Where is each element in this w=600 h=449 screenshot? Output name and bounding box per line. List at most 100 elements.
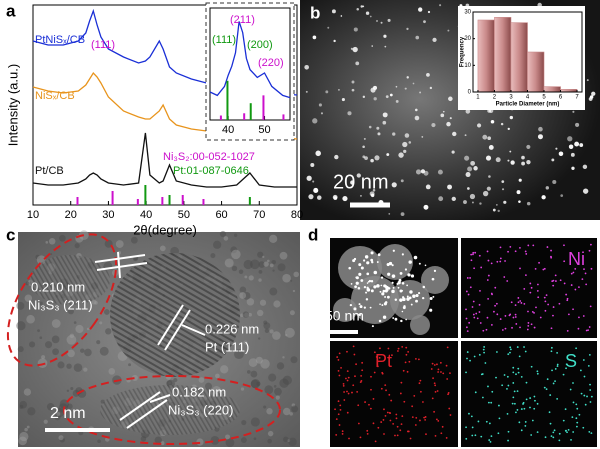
particle xyxy=(325,90,329,94)
element-label: Pt xyxy=(375,351,392,371)
map-dot xyxy=(466,330,469,333)
map-dot xyxy=(582,359,585,361)
map-dot xyxy=(335,418,338,421)
particle xyxy=(363,285,367,289)
map-dot xyxy=(401,346,404,348)
particle xyxy=(465,109,471,114)
y-tick-label: 20 xyxy=(464,36,471,42)
map-dot xyxy=(504,315,507,317)
scale-bar-label: 2 nm xyxy=(50,405,86,422)
y-tick-label: 30 xyxy=(464,10,471,16)
x-tick-label: 1 xyxy=(476,95,480,101)
particle xyxy=(545,186,549,190)
map-dot xyxy=(440,432,443,435)
speckle xyxy=(43,419,48,424)
map-dot xyxy=(588,353,591,356)
x-tick-label: 80 xyxy=(291,209,303,221)
map-dot xyxy=(563,260,566,263)
particle xyxy=(401,253,404,256)
speckle xyxy=(173,378,178,383)
speckle xyxy=(250,370,258,378)
map-dot xyxy=(472,300,475,303)
particle xyxy=(310,163,315,168)
map-dot xyxy=(519,300,522,302)
speckle xyxy=(105,328,112,335)
map-dot xyxy=(511,402,514,405)
map-dot xyxy=(533,311,535,314)
particle xyxy=(509,115,514,120)
map-dot xyxy=(383,433,385,435)
map-dot xyxy=(576,425,578,428)
map-dot xyxy=(435,418,438,421)
map-dot xyxy=(498,417,501,420)
particle xyxy=(382,289,386,293)
map-dot xyxy=(569,388,572,391)
map-dot xyxy=(447,391,450,394)
map-dot xyxy=(547,303,550,306)
map-dot xyxy=(570,284,573,286)
map-dot xyxy=(392,422,395,425)
particle xyxy=(366,282,369,284)
particle xyxy=(397,286,400,289)
map-dot xyxy=(575,417,578,420)
map-dot xyxy=(538,261,540,264)
particle xyxy=(362,155,366,159)
series-label: Pt/CB xyxy=(35,165,64,177)
map-dot xyxy=(476,317,479,320)
speckle xyxy=(225,438,235,447)
particle xyxy=(449,117,452,120)
map-dot xyxy=(539,316,542,319)
particle xyxy=(501,180,505,183)
map-dot xyxy=(364,401,366,403)
histogram-bar xyxy=(543,86,561,93)
map-dot xyxy=(582,426,585,429)
map-dot xyxy=(474,251,477,254)
map-dot xyxy=(474,434,477,437)
map-dot xyxy=(347,376,350,379)
map-dot xyxy=(488,439,491,441)
map-dot xyxy=(407,430,410,433)
speckle xyxy=(260,359,270,369)
speckle xyxy=(210,436,220,445)
peak-label: (111) xyxy=(212,34,236,46)
particle xyxy=(510,160,515,165)
particle xyxy=(464,134,467,137)
particle xyxy=(418,7,423,12)
map-dot xyxy=(589,383,591,386)
map-dot xyxy=(478,303,481,306)
map-dot xyxy=(563,244,565,247)
map-dot xyxy=(578,286,580,289)
map-dot xyxy=(400,423,403,426)
particle xyxy=(439,4,442,7)
map-dot xyxy=(556,351,559,354)
map-dot xyxy=(527,310,529,313)
speckle xyxy=(72,389,80,397)
map-dot xyxy=(468,412,470,415)
spacing-label: 0.226 nm xyxy=(205,321,259,336)
x-tick-label: 50 xyxy=(258,124,270,136)
speckle xyxy=(215,373,220,379)
speckle xyxy=(263,261,269,267)
map-dot xyxy=(347,392,350,395)
speckle xyxy=(108,368,116,375)
particle xyxy=(386,153,390,156)
speckle xyxy=(248,275,254,281)
particle xyxy=(362,95,366,99)
particle xyxy=(369,15,372,18)
map-dot xyxy=(527,244,530,247)
map-dot xyxy=(585,283,588,286)
map-dot xyxy=(339,404,342,407)
map-dot xyxy=(544,436,547,439)
map-dot xyxy=(574,268,577,270)
particle xyxy=(358,303,361,306)
particle xyxy=(538,126,543,132)
particle xyxy=(423,170,429,176)
particles xyxy=(304,2,596,217)
particle xyxy=(574,141,580,147)
speckle xyxy=(154,436,162,444)
particle xyxy=(370,251,374,255)
map-dot xyxy=(523,407,526,410)
map-dot xyxy=(498,404,500,407)
speckle xyxy=(37,329,40,333)
particle xyxy=(361,279,364,282)
